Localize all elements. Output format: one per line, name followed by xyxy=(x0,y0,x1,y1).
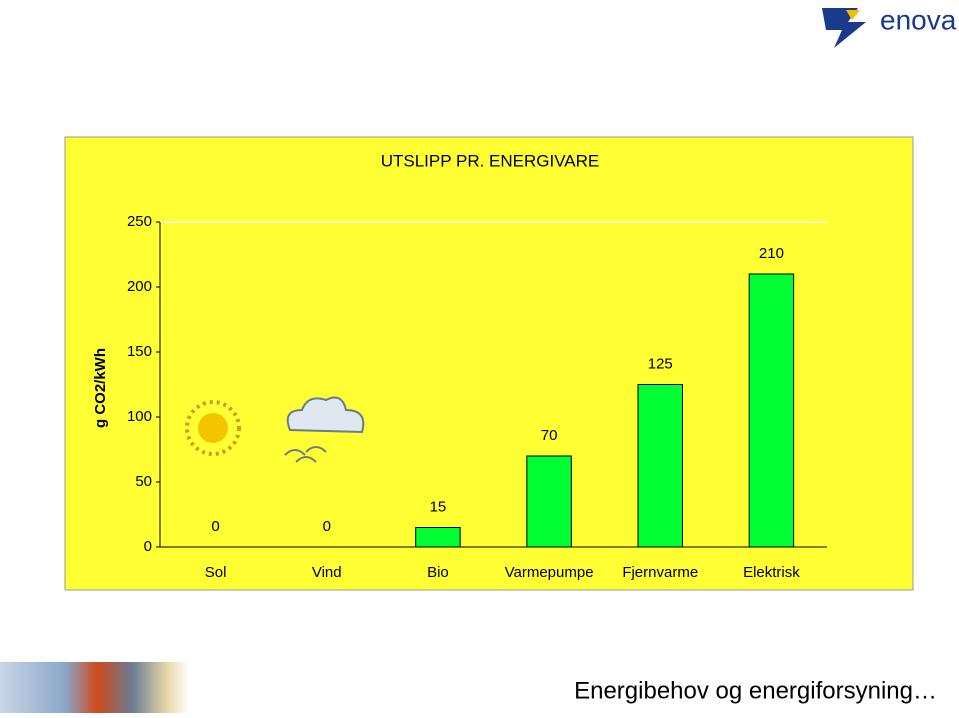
y-tick-label: 200 xyxy=(127,278,152,295)
y-tick-label: 50 xyxy=(135,473,152,490)
x-tick-label: Elektrisk xyxy=(743,564,800,581)
chart-title: UTSLIPP PR. ENERGIVARE xyxy=(381,151,600,170)
x-tick-label: Sol xyxy=(205,564,227,581)
x-tick-label: Fjernvarme xyxy=(622,564,698,581)
y-tick-label: 0 xyxy=(144,538,152,555)
value-label: 210 xyxy=(759,245,784,262)
x-tick-label: Varmepumpe xyxy=(505,564,594,581)
y-tick-label: 250 xyxy=(127,213,152,230)
value-label: 125 xyxy=(648,355,673,372)
bar xyxy=(748,273,795,548)
bar xyxy=(637,384,683,548)
bar xyxy=(415,527,461,548)
y-tick-label: 150 xyxy=(127,343,152,360)
y-tick-label: 100 xyxy=(127,408,152,425)
value-label: 0 xyxy=(323,518,331,535)
logo-accent xyxy=(846,10,860,20)
logo xyxy=(822,8,866,48)
footer-text: Energibehov og energiforsyning… xyxy=(574,677,937,704)
value-label: 70 xyxy=(541,427,558,444)
logo-mark xyxy=(822,8,866,48)
x-tick-label: Bio xyxy=(427,564,449,581)
value-label: 15 xyxy=(430,498,447,515)
value-label: 0 xyxy=(211,518,219,535)
logo-text: enova xyxy=(880,4,957,35)
sun-icon xyxy=(185,400,241,456)
x-tick-label: Vind xyxy=(312,564,342,581)
cloud-icon xyxy=(284,396,365,463)
y-axis-label: g CO2/kWh xyxy=(92,348,109,428)
photo-strip xyxy=(0,662,440,713)
bar xyxy=(526,455,572,548)
